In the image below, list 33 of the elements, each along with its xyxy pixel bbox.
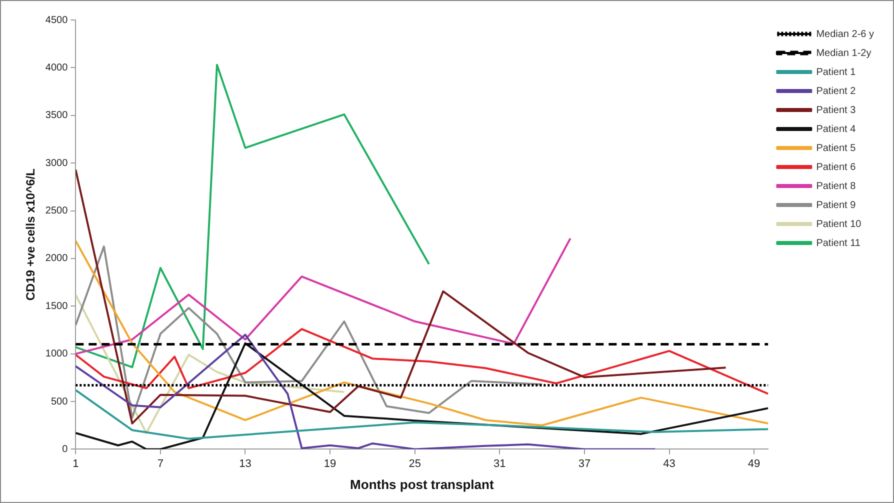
legend-label: Patient 5: [816, 142, 856, 154]
y-tick-label: 500: [50, 396, 68, 408]
y-tick-label: 1500: [45, 300, 68, 312]
legend-label: Patient 1: [816, 66, 856, 78]
x-tick-label: 1: [72, 458, 79, 470]
legend-label: Patient 6: [816, 162, 856, 173]
y-tick-label: 2000: [45, 253, 68, 264]
legend-label: Median 2-6 y: [816, 28, 874, 40]
x-tick-label: 31: [494, 458, 506, 470]
x-tick-label: 43: [663, 458, 676, 470]
legend-label: Patient 9: [816, 200, 856, 211]
legend-label: Patient 3: [816, 104, 856, 116]
x-tick-label: 7: [157, 458, 164, 470]
y-tick-label: 3000: [45, 158, 68, 169]
y-tick-label: 4500: [45, 14, 68, 26]
y-axis-title: CD19 +ve cells x10^6/L: [24, 168, 38, 301]
y-tick-label: 0: [62, 444, 68, 455]
y-tick-label: 1000: [45, 348, 68, 360]
y-tick-label: 3500: [45, 110, 68, 122]
legend-label: Patient 2: [816, 86, 856, 97]
legend-label: Median 1-2y: [816, 48, 872, 59]
x-tick-label: 49: [748, 458, 760, 470]
legend-label: Patient 4: [816, 124, 856, 135]
x-tick-label: 19: [324, 458, 336, 470]
legend-label: Patient 10: [816, 218, 862, 230]
legend-label: Patient 11: [816, 238, 861, 249]
x-tick-label: 37: [578, 458, 591, 470]
legend-label: Patient 8: [816, 180, 856, 192]
y-tick-label: 2500: [45, 206, 68, 217]
x-axis-title: Months post transplant: [350, 476, 494, 492]
x-tick-label: 13: [239, 458, 252, 470]
x-tick-label: 25: [408, 458, 421, 470]
y-tick-label: 4000: [45, 62, 68, 74]
